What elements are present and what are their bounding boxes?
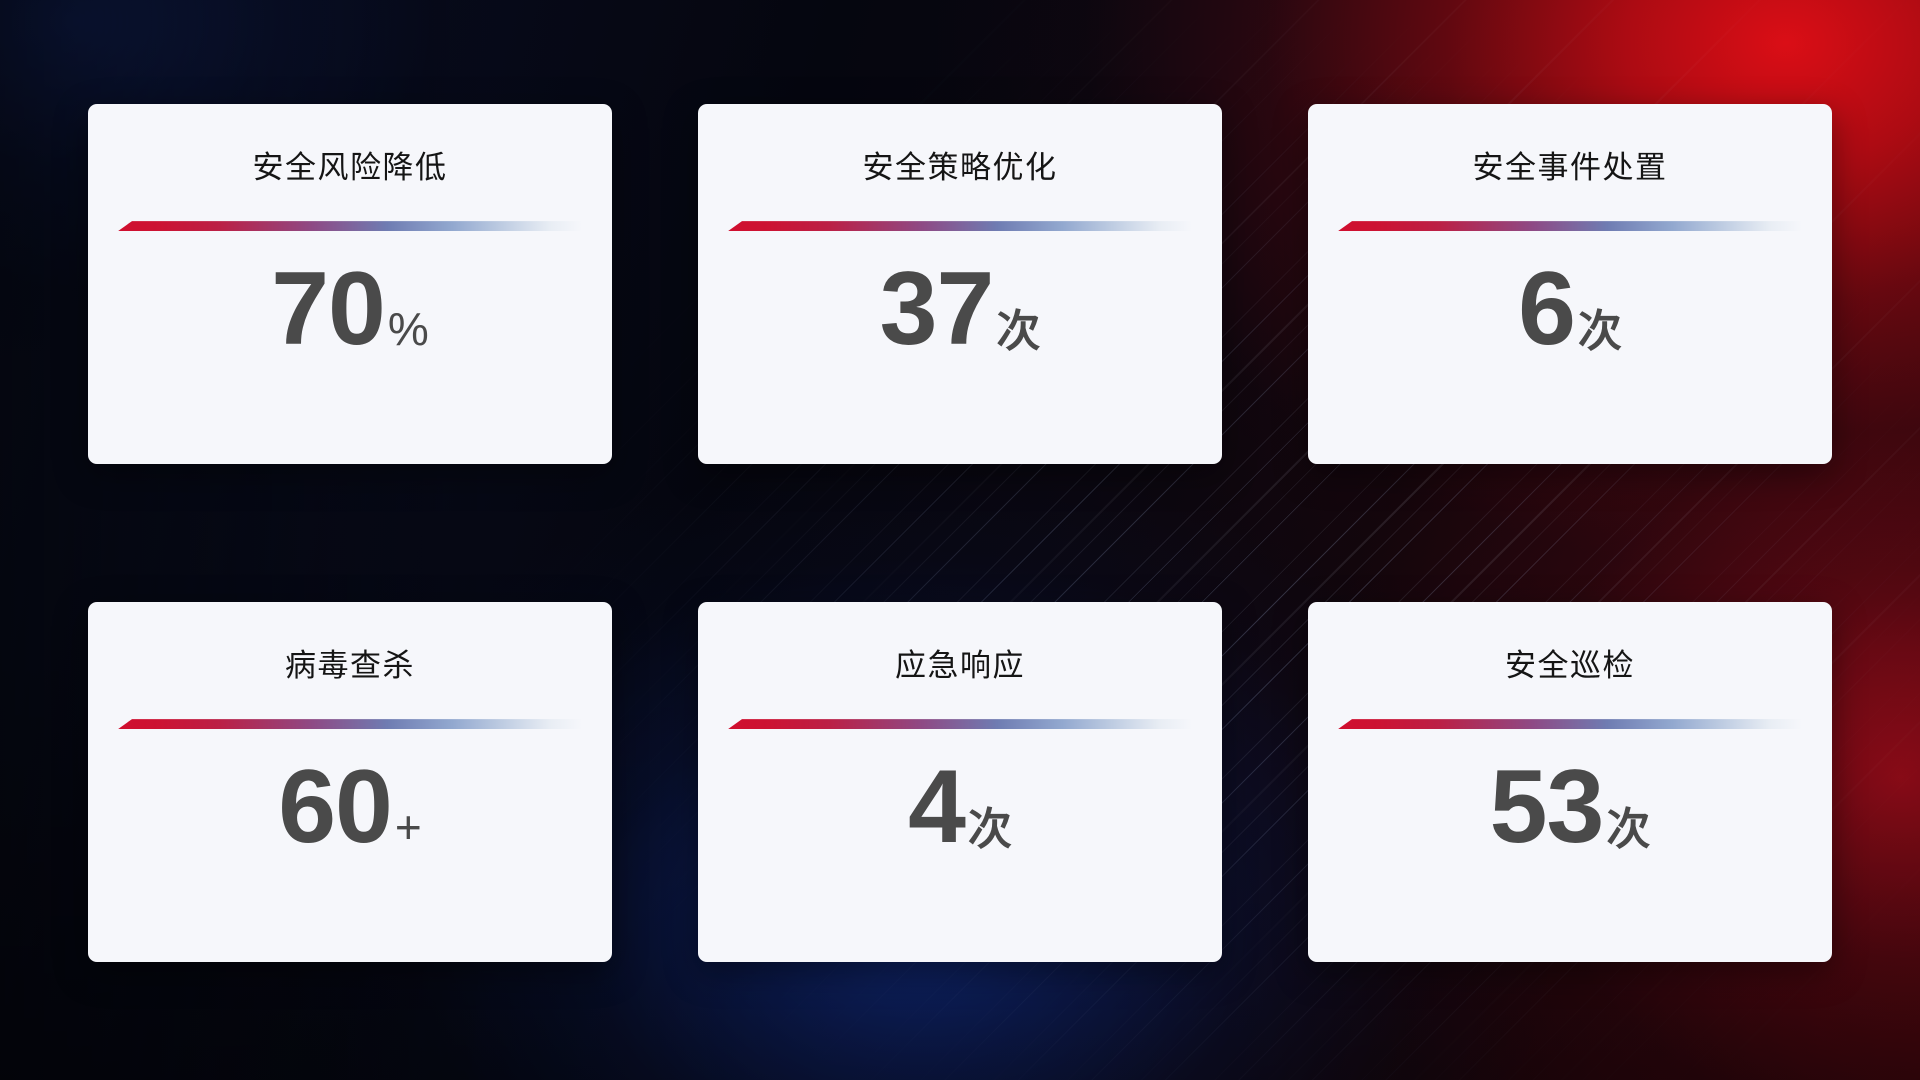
divider-gradient-bar — [1338, 719, 1802, 730]
stat-card-grid: 安全风险降低 70 % 安全策略优化 37 次 安全事件处置 — [88, 104, 1832, 962]
divider-gradient-bar — [118, 719, 582, 730]
stat-card-label: 安全巡检 — [1505, 648, 1635, 683]
stat-card[interactable]: 安全巡检 53 次 — [1308, 602, 1832, 962]
stat-value-unit: + — [394, 801, 422, 854]
stat-card-label: 安全事件处置 — [1472, 150, 1668, 185]
stat-card-label: 病毒查杀 — [285, 648, 415, 683]
stat-card-value: 70 % — [271, 257, 429, 361]
stat-card[interactable]: 安全风险降低 70 % — [88, 104, 612, 464]
stat-card-label: 应急响应 — [895, 648, 1025, 683]
stat-value-number: 53 — [1489, 749, 1605, 866]
stat-card[interactable]: 病毒查杀 60 + — [88, 602, 612, 962]
stat-card[interactable]: 安全事件处置 6 次 — [1308, 104, 1832, 464]
stat-card-divider — [728, 221, 1192, 232]
stat-card-label: 安全策略优化 — [862, 150, 1058, 185]
stat-card-divider — [1338, 719, 1802, 730]
stat-card-value: 60 + — [278, 755, 422, 859]
stat-value-number: 4 — [908, 749, 966, 866]
stat-card-divider — [1338, 221, 1802, 232]
stat-card-value: 4 次 — [908, 755, 1012, 859]
stat-card-value: 37 次 — [880, 257, 1041, 361]
stat-value-number: 6 — [1518, 251, 1576, 368]
stat-value-number: 60 — [278, 749, 393, 866]
stat-value-unit: 次 — [996, 307, 1041, 357]
stat-value-number: 70 — [271, 251, 386, 368]
stat-card-divider — [118, 221, 582, 232]
divider-gradient-bar — [118, 221, 582, 232]
stat-value-unit: 次 — [1577, 307, 1622, 357]
stat-card-divider — [728, 719, 1192, 730]
stat-card-divider — [118, 719, 582, 730]
divider-gradient-bar — [728, 221, 1192, 232]
stat-value-unit: 次 — [967, 805, 1012, 855]
stat-card[interactable]: 应急响应 4 次 — [698, 602, 1222, 962]
stat-card-value: 6 次 — [1518, 257, 1622, 361]
divider-gradient-bar — [1338, 221, 1802, 232]
stat-value-unit: % — [387, 303, 429, 356]
stat-value-number: 37 — [879, 251, 995, 368]
divider-gradient-bar — [728, 719, 1192, 730]
stat-card[interactable]: 安全策略优化 37 次 — [698, 104, 1222, 464]
stat-card-value: 53 次 — [1490, 755, 1651, 859]
stat-value-unit: 次 — [1606, 805, 1651, 855]
stat-card-label: 安全风险降低 — [252, 150, 448, 185]
